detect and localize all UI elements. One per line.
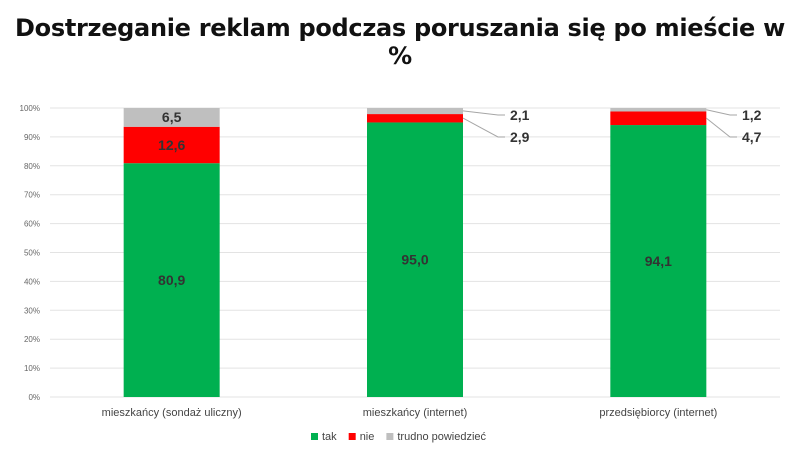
data-label: 80,9 <box>158 272 185 288</box>
y-tick-label: 80% <box>24 162 40 171</box>
y-tick-label: 100% <box>20 104 40 113</box>
leader-line <box>462 117 505 138</box>
data-label: 94,1 <box>645 253 672 269</box>
y-tick-label: 30% <box>24 306 40 315</box>
bar-segment-nie <box>123 126 220 164</box>
y-tick-label: 0% <box>28 393 40 402</box>
bar-segment-tak <box>123 163 220 397</box>
data-label: 12,6 <box>158 137 185 153</box>
bar-segment-nie <box>367 114 463 123</box>
legend-label: tak <box>322 431 337 443</box>
legend-swatch <box>348 433 356 440</box>
data-label: 4,7 <box>742 129 762 145</box>
data-label: 2,9 <box>510 129 530 145</box>
y-tick-label: 50% <box>24 249 40 258</box>
legend-label: trudno powiedzieć <box>397 431 486 443</box>
category-label: przedsiębiorcy (internet) <box>599 407 717 419</box>
y-tick-label: 20% <box>24 335 40 344</box>
legend-swatch <box>386 433 394 440</box>
bar-segment-trudno-powiedzieć <box>610 108 707 112</box>
bar-segment-nie <box>610 111 707 126</box>
y-tick-label: 40% <box>24 277 40 286</box>
y-tick-label: 10% <box>24 364 40 373</box>
y-tick-label: 70% <box>24 191 40 200</box>
category-label: mieszkańcy (internet) <box>363 407 468 419</box>
data-label: 2,1 <box>510 107 530 123</box>
data-label: 6,5 <box>162 109 182 125</box>
bar-segment-tak <box>367 122 463 397</box>
data-label: 1,2 <box>742 107 762 123</box>
y-tick-label: 90% <box>24 133 40 142</box>
bar-segment-trudno-powiedzieć <box>123 108 220 127</box>
legend-label: nie <box>360 431 375 443</box>
legend-swatch <box>311 433 318 440</box>
bar-segment-tak <box>610 125 707 398</box>
leader-line <box>462 110 505 116</box>
data-label: 95,0 <box>401 252 428 268</box>
leader-line <box>706 117 737 138</box>
y-tick-label: 60% <box>24 220 40 229</box>
category-label: mieszkańcy (sondaż uliczny) <box>102 407 242 419</box>
leader-line <box>706 109 737 116</box>
chart-title: Dostrzeganie reklam podczas poruszania s… <box>15 14 785 70</box>
bar-segment-trudno-powiedzieć <box>367 108 463 115</box>
